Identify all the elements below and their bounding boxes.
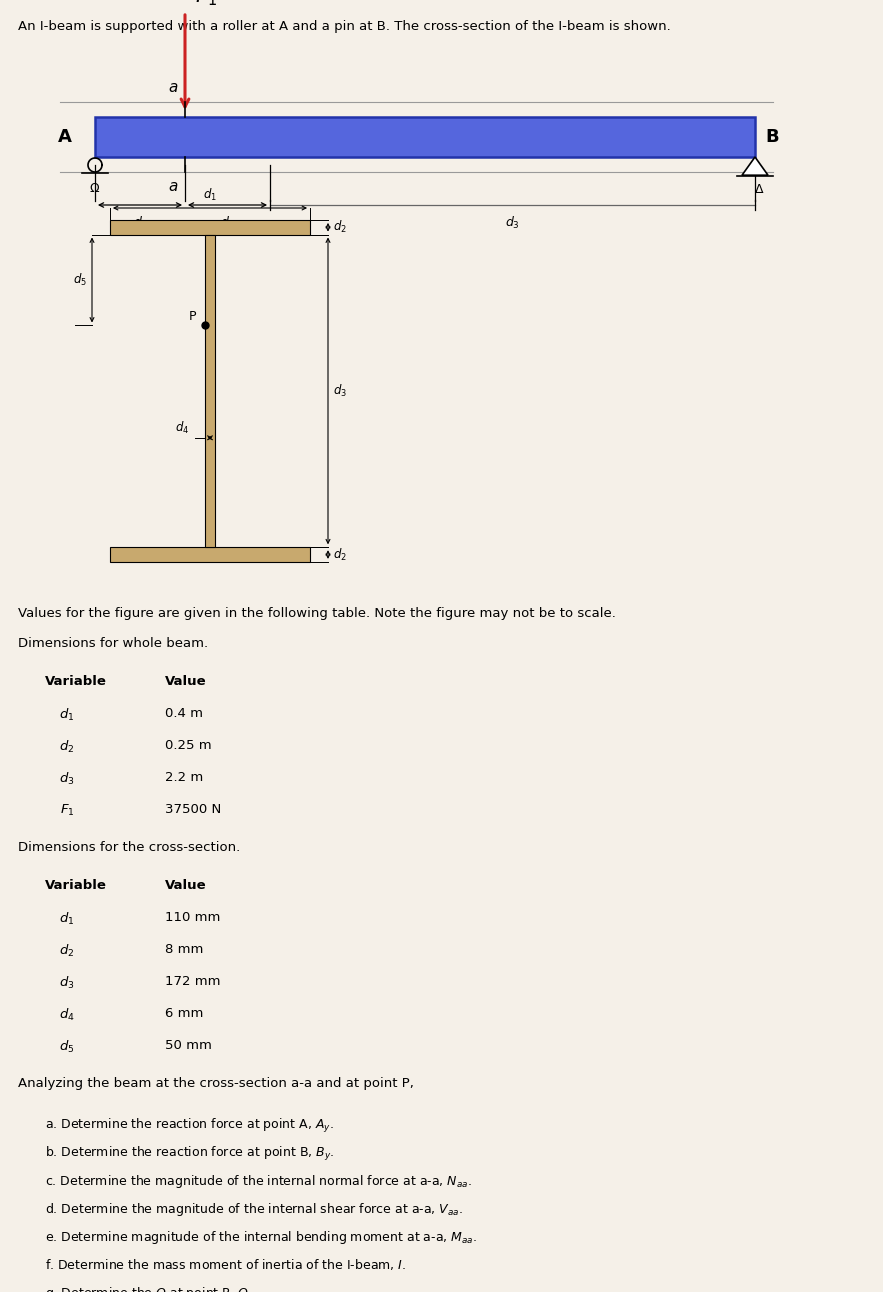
Text: $F_1$: $F_1$: [60, 802, 74, 818]
Text: c. Determine the magnitude of the internal normal force at a-a, $N_{aa}$.: c. Determine the magnitude of the intern…: [45, 1173, 472, 1190]
Text: Value: Value: [165, 674, 207, 687]
Text: P: P: [189, 310, 197, 323]
Text: $\Omega$: $\Omega$: [89, 182, 101, 195]
Text: $d_4$: $d_4$: [59, 1006, 75, 1023]
Text: b. Determine the reaction force at point B, $B_y$.: b. Determine the reaction force at point…: [45, 1145, 335, 1163]
Bar: [205, 235, 215, 548]
Text: e. Determine magnitude of the internal bending moment at a-a, $M_{aa}$.: e. Determine magnitude of the internal b…: [45, 1229, 477, 1245]
Text: A: A: [58, 128, 72, 146]
Text: $\mathbf{\mathit{F_1}}$: $\mathbf{\mathit{F_1}}$: [195, 0, 217, 8]
Text: 8 mm: 8 mm: [165, 943, 203, 956]
Text: An I-beam is supported with a roller at A and a pin at B. The cross-section of t: An I-beam is supported with a roller at …: [18, 19, 671, 34]
Text: $d_3$: $d_3$: [59, 975, 75, 991]
Text: a: a: [169, 80, 177, 96]
Text: d. Determine the magnitude of the internal shear force at a-a, $V_{aa}$.: d. Determine the magnitude of the intern…: [45, 1200, 463, 1218]
Polygon shape: [742, 158, 768, 176]
Text: $d_2$: $d_2$: [59, 943, 75, 959]
Text: $d_2$: $d_2$: [333, 220, 347, 235]
Bar: [95, 118, 755, 158]
Text: $d_3$: $d_3$: [333, 382, 347, 399]
Text: 0.4 m: 0.4 m: [165, 707, 203, 720]
Text: 110 mm: 110 mm: [165, 911, 221, 924]
Text: Variable: Variable: [45, 879, 107, 891]
Text: $d_3$: $d_3$: [59, 771, 75, 787]
Text: 50 mm: 50 mm: [165, 1039, 212, 1052]
Text: $d_1$: $d_1$: [59, 911, 75, 926]
Text: g. Determine the $Q$ at point P, $Q_P$.: g. Determine the $Q$ at point P, $Q_P$.: [45, 1284, 258, 1292]
Text: f. Determine the mass moment of inertia of the I-beam, $I$.: f. Determine the mass moment of inertia …: [45, 1257, 406, 1271]
Text: 0.25 m: 0.25 m: [165, 739, 212, 752]
Text: $d_2$: $d_2$: [220, 214, 235, 231]
Text: a: a: [169, 180, 177, 194]
Text: $d_4$: $d_4$: [176, 420, 190, 435]
Text: Values for the figure are given in the following table. Note the figure may not : Values for the figure are given in the f…: [18, 607, 615, 620]
Bar: [110, 548, 310, 562]
Text: $d_1$: $d_1$: [59, 707, 75, 724]
Text: $d_2$: $d_2$: [59, 739, 75, 755]
Text: Variable: Variable: [45, 674, 107, 687]
Text: 6 mm: 6 mm: [165, 1006, 203, 1019]
Text: $d_1$: $d_1$: [203, 187, 217, 203]
Text: Value: Value: [165, 879, 207, 891]
Text: Dimensions for whole beam.: Dimensions for whole beam.: [18, 637, 208, 650]
Bar: [110, 220, 310, 235]
Text: $d_1$: $d_1$: [132, 214, 147, 231]
Text: 37500 N: 37500 N: [165, 802, 222, 815]
Text: 2.2 m: 2.2 m: [165, 771, 203, 784]
Text: a. Determine the reaction force at point A, $A_y$.: a. Determine the reaction force at point…: [45, 1116, 334, 1134]
Text: B: B: [766, 128, 779, 146]
Text: $d_5$: $d_5$: [59, 1039, 75, 1056]
Text: $d_3$: $d_3$: [505, 214, 520, 231]
Text: Dimensions for the cross-section.: Dimensions for the cross-section.: [18, 841, 240, 854]
Text: Analyzing the beam at the cross-section a-a and at point P,: Analyzing the beam at the cross-section …: [18, 1076, 414, 1090]
Text: $d_5$: $d_5$: [73, 271, 87, 288]
Text: $d_2$: $d_2$: [333, 547, 347, 562]
Text: $\Delta$: $\Delta$: [754, 183, 764, 196]
Text: 172 mm: 172 mm: [165, 975, 221, 988]
